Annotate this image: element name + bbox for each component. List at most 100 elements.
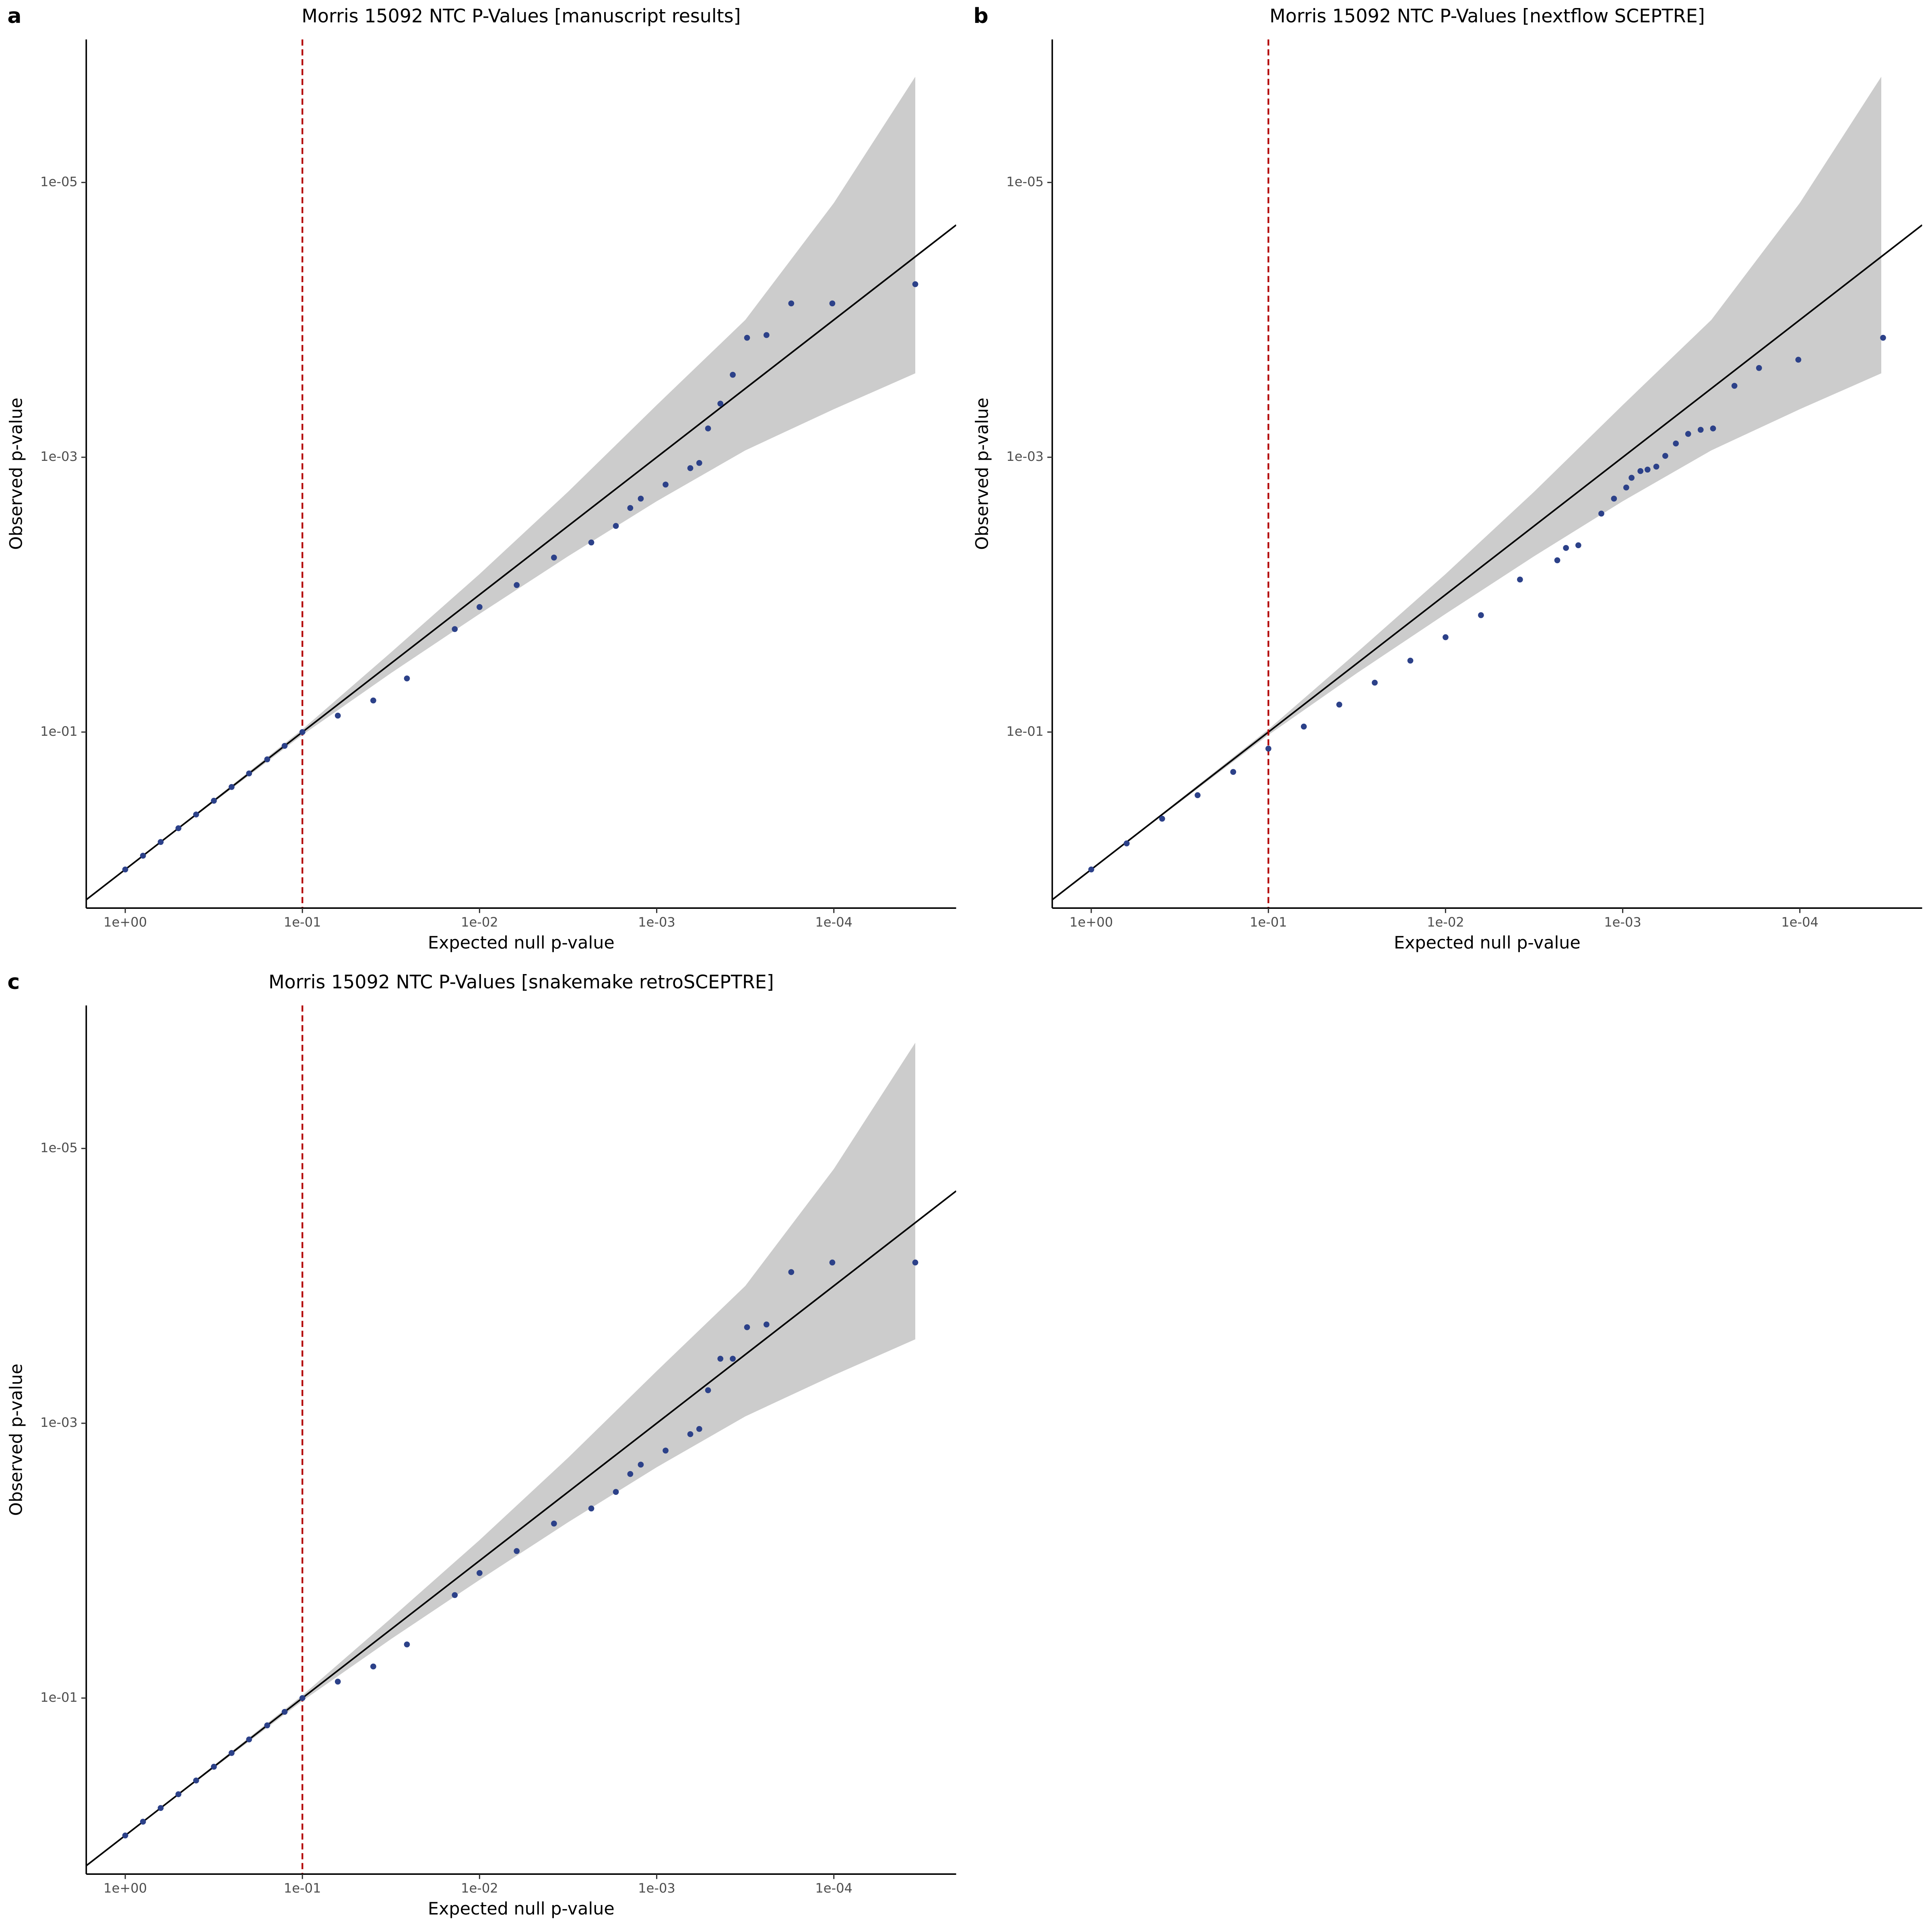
point <box>1710 425 1716 431</box>
point <box>264 1722 270 1728</box>
x-axis-label: Expected null p-value <box>1394 933 1581 953</box>
point <box>1611 495 1617 502</box>
point <box>744 334 750 341</box>
point <box>588 1505 594 1512</box>
point <box>404 675 410 681</box>
y-tick-label: 1e-03 <box>40 449 78 464</box>
x-tick-label: 1e-02 <box>1427 914 1464 930</box>
point <box>281 1709 288 1715</box>
point <box>1697 427 1704 433</box>
y-tick-label: 1e-05 <box>1006 174 1044 189</box>
point <box>912 1259 919 1265</box>
point <box>696 1426 702 1432</box>
point <box>211 1764 217 1770</box>
x-tick-label: 1e-03 <box>638 1880 675 1896</box>
confidence-band <box>1091 76 1881 870</box>
point <box>299 1695 305 1701</box>
chart-title: Morris 15092 NTC P-Values [snakemake ret… <box>268 971 774 993</box>
point <box>477 1570 483 1576</box>
panel: 1e+00 1e-01 1e-02 1e-03 1e-04 1e-01 1e-03 1e-05… <box>6 970 956 1919</box>
chart-title: Morris 15092 NTC P-Values [nextflow SCEP… <box>1269 5 1705 27</box>
point <box>175 1791 182 1798</box>
point <box>1407 657 1414 664</box>
point <box>193 811 199 817</box>
point <box>730 1356 736 1362</box>
point <box>1756 365 1762 371</box>
point <box>404 1641 410 1647</box>
point <box>1478 612 1484 618</box>
point <box>912 281 919 287</box>
point <box>1372 679 1378 686</box>
point <box>264 756 270 762</box>
point <box>370 1663 376 1670</box>
point <box>452 1592 458 1598</box>
y-tick-label: 1e-01 <box>1006 724 1044 739</box>
point <box>1443 634 1449 640</box>
point <box>1598 510 1604 517</box>
point <box>1653 463 1660 470</box>
point <box>281 743 288 749</box>
x-tick-label: 1e-04 <box>815 914 852 930</box>
plot-area <box>86 1005 956 1874</box>
chart-title: Morris 15092 NTC P-Values [manuscript re… <box>301 5 741 27</box>
point <box>140 1818 146 1825</box>
y-tick-label: 1e-03 <box>40 1415 78 1430</box>
point <box>1662 453 1668 459</box>
point <box>1300 723 1307 730</box>
y-tick-label: 1e-01 <box>40 1690 78 1705</box>
point <box>122 866 128 873</box>
x-tick-label: 1e-03 <box>638 914 675 930</box>
panel: 1e+00 1e-01 1e-02 1e-03 1e-04 1e-01 1e-03 1e-05… <box>6 4 956 953</box>
point <box>788 1269 795 1275</box>
x-tick-label: 1e-04 <box>1781 914 1818 930</box>
x-tick-label: 1e+00 <box>103 914 147 930</box>
point <box>763 1321 770 1327</box>
x-tick-label: 1e-02 <box>461 914 498 930</box>
point <box>334 712 341 719</box>
point <box>613 523 619 529</box>
point <box>229 1750 235 1756</box>
point <box>551 1520 557 1527</box>
x-axis-label: Expected null p-value <box>428 1899 615 1919</box>
point <box>246 1736 252 1742</box>
point <box>140 852 146 859</box>
point <box>246 770 252 776</box>
y-axis-label: Observed p-value <box>6 1364 26 1516</box>
panel-label: a <box>7 4 21 28</box>
y-axis-label: Observed p-value <box>6 398 26 550</box>
point <box>1265 745 1271 752</box>
panel-label: b <box>973 4 988 28</box>
point <box>627 1471 634 1477</box>
point <box>663 1447 669 1454</box>
point <box>211 798 217 804</box>
y-tick-label: 1e-01 <box>40 724 78 739</box>
point <box>1088 866 1094 873</box>
x-tick-label: 1e-01 <box>284 1880 321 1896</box>
point <box>334 1678 341 1685</box>
point <box>1880 334 1886 341</box>
point <box>193 1777 199 1783</box>
point <box>1554 557 1560 564</box>
point <box>1623 484 1629 491</box>
y-tick-label: 1e-05 <box>40 174 78 189</box>
point <box>1123 840 1130 846</box>
point <box>157 839 164 845</box>
point <box>1563 545 1569 551</box>
point <box>663 481 669 488</box>
point <box>1673 440 1679 447</box>
point <box>1575 542 1581 549</box>
confidence-band <box>125 1042 915 1836</box>
point <box>1159 815 1165 822</box>
point <box>829 1259 836 1265</box>
point <box>763 332 770 338</box>
identity-line <box>86 224 956 900</box>
point <box>744 1324 750 1330</box>
plot-area <box>86 39 956 908</box>
point <box>551 554 557 561</box>
point <box>1637 468 1643 474</box>
x-tick-label: 1e-03 <box>1604 914 1641 930</box>
point <box>687 465 694 471</box>
y-tick-label: 1e-03 <box>1006 449 1044 464</box>
point <box>1629 475 1635 481</box>
